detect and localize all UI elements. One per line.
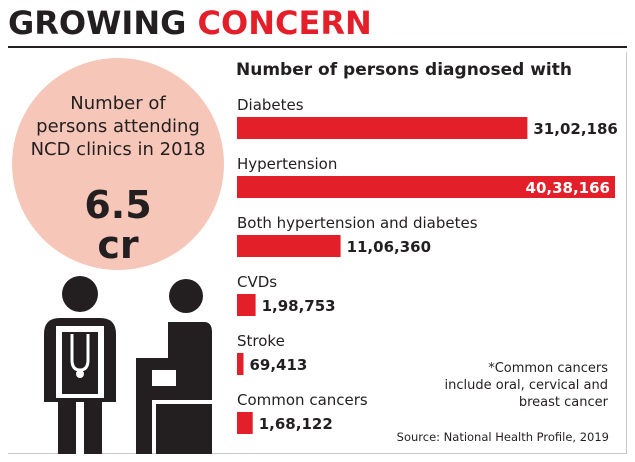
bar-value-label: 1,68,122: [259, 415, 333, 433]
bar: [237, 176, 615, 198]
category-label: Hypertension: [237, 155, 337, 173]
bar: [237, 353, 244, 375]
callout-line-2: persons attending: [36, 116, 200, 137]
callout-line-3: NCD clinics in 2018: [30, 139, 206, 160]
source-credit: Source: National Health Profile, 2019: [396, 430, 609, 444]
callout-value-number: 6.5: [84, 183, 152, 227]
bar-value-label: 11,06,360: [347, 238, 431, 256]
infographic-frame: [8, 52, 627, 454]
bar-value-label: 69,413: [249, 356, 307, 374]
chart-title: Number of persons diagnosed with: [236, 60, 572, 80]
category-label: Both hypertension and diabetes: [237, 214, 478, 232]
callout-label: Number of persons attending NCD clinics …: [12, 92, 224, 161]
callout-value-unit: cr: [97, 223, 139, 267]
bar-value-label: 40,38,166: [526, 179, 610, 197]
page-title: GROWING CONCERN: [8, 4, 372, 42]
bar: [237, 117, 528, 139]
title-word-concern: CONCERN: [197, 4, 372, 42]
callout-line-1: Number of: [70, 93, 166, 114]
bar: [237, 235, 341, 257]
callout-value: 6.5 cr: [12, 185, 224, 265]
patient-icon: [136, 279, 212, 454]
category-label: Diabetes: [237, 96, 304, 114]
doctor-icon: [44, 276, 116, 454]
bar-value-label: 1,98,753: [262, 297, 336, 315]
category-label: Common cancers: [237, 391, 368, 409]
bar: [237, 294, 256, 316]
bar: [237, 412, 253, 434]
callout-circle: [12, 58, 224, 270]
footnote: *Common cancers include oral, cervical a…: [444, 361, 608, 410]
category-label: CVDs: [237, 273, 277, 291]
title-rule: [8, 46, 627, 48]
title-word-growing: GROWING: [8, 4, 187, 42]
bar-value-label: 31,02,186: [533, 120, 617, 138]
category-label: Stroke: [237, 332, 285, 350]
doctor-patient-illustration: [44, 276, 212, 454]
